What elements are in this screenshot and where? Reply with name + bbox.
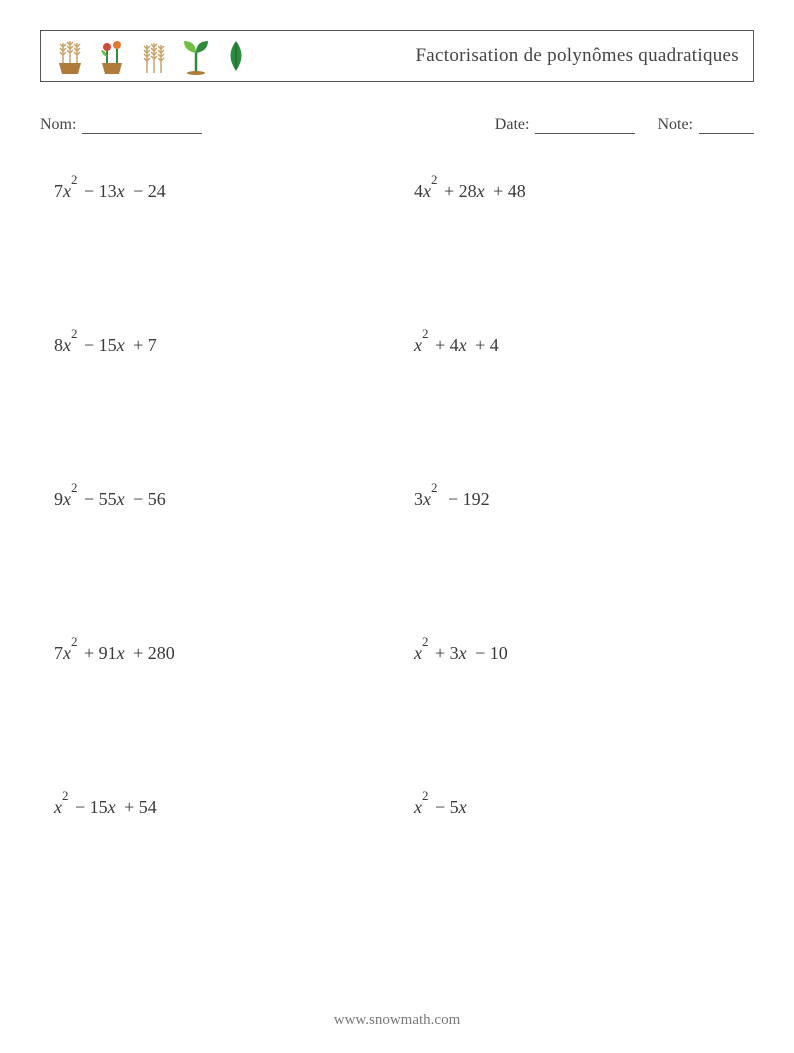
date-label: Date:	[495, 116, 530, 134]
term-a: 7	[54, 181, 63, 201]
info-row: Nom: Date: Note:	[40, 116, 754, 134]
problem: x2 + 3x − 10	[414, 640, 754, 664]
term-a: 4	[414, 181, 423, 201]
term-c	[469, 797, 473, 817]
problem: 8x2 − 15x + 7	[54, 332, 394, 356]
term-c: + 4	[469, 335, 501, 355]
term-b: − 15x	[68, 797, 117, 817]
date-blank[interactable]	[535, 116, 635, 134]
term-a: 8	[54, 335, 63, 355]
term-a: 9	[54, 489, 63, 509]
problems-grid: 7x2 − 13x − 24 4x2 + 28x + 48 8x2 − 15x …	[40, 178, 754, 818]
term-b: − 13x	[77, 181, 126, 201]
term-a: 7	[54, 643, 63, 663]
problem: x2 + 4x + 4	[414, 332, 754, 356]
term-c: + 280	[127, 643, 177, 663]
footer-url: www.snowmath.com	[0, 1012, 794, 1029]
note-blank[interactable]	[699, 116, 754, 134]
term-c: − 24	[127, 181, 168, 201]
term-c: − 192	[441, 489, 491, 509]
term-b: − 5x	[428, 797, 468, 817]
term-b: − 55x	[77, 489, 126, 509]
worksheet-page: Factorisation de polynômes quadratiques …	[0, 0, 794, 1053]
problem: 7x2 + 91x + 280	[54, 640, 394, 664]
name-label: Nom:	[40, 116, 76, 134]
note-label: Note:	[657, 116, 693, 134]
term-b: + 28x	[437, 181, 486, 201]
problem: 4x2 + 28x + 48	[414, 178, 754, 202]
term-b: + 4x	[428, 335, 468, 355]
term-a: 3	[414, 489, 423, 509]
header-icons	[55, 37, 249, 75]
term-c: + 48	[487, 181, 528, 201]
leaf-icon	[223, 37, 249, 75]
header-box: Factorisation de polynômes quadratiques	[40, 30, 754, 82]
term-b: − 15x	[77, 335, 126, 355]
sprout-icon	[181, 37, 211, 75]
problem: 9x2 − 55x − 56	[54, 486, 394, 510]
problem: 7x2 − 13x − 24	[54, 178, 394, 202]
flower-pot-icon	[97, 37, 127, 75]
wheat-stalks-icon	[139, 37, 169, 75]
name-blank[interactable]	[82, 116, 202, 134]
term-c: − 10	[469, 643, 510, 663]
term-b: + 3x	[428, 643, 468, 663]
term-c: + 54	[118, 797, 159, 817]
wheat-pot-icon	[55, 37, 85, 75]
worksheet-title: Factorisation de polynômes quadratiques	[415, 45, 739, 67]
term-c: + 7	[127, 335, 159, 355]
problem: 3x2 − 192	[414, 486, 754, 510]
problem: x2 − 15x + 54	[54, 794, 394, 818]
term-b: + 91x	[77, 643, 126, 663]
problem: x2 − 5x	[414, 794, 754, 818]
term-c: − 56	[127, 489, 168, 509]
spacer	[641, 116, 651, 134]
